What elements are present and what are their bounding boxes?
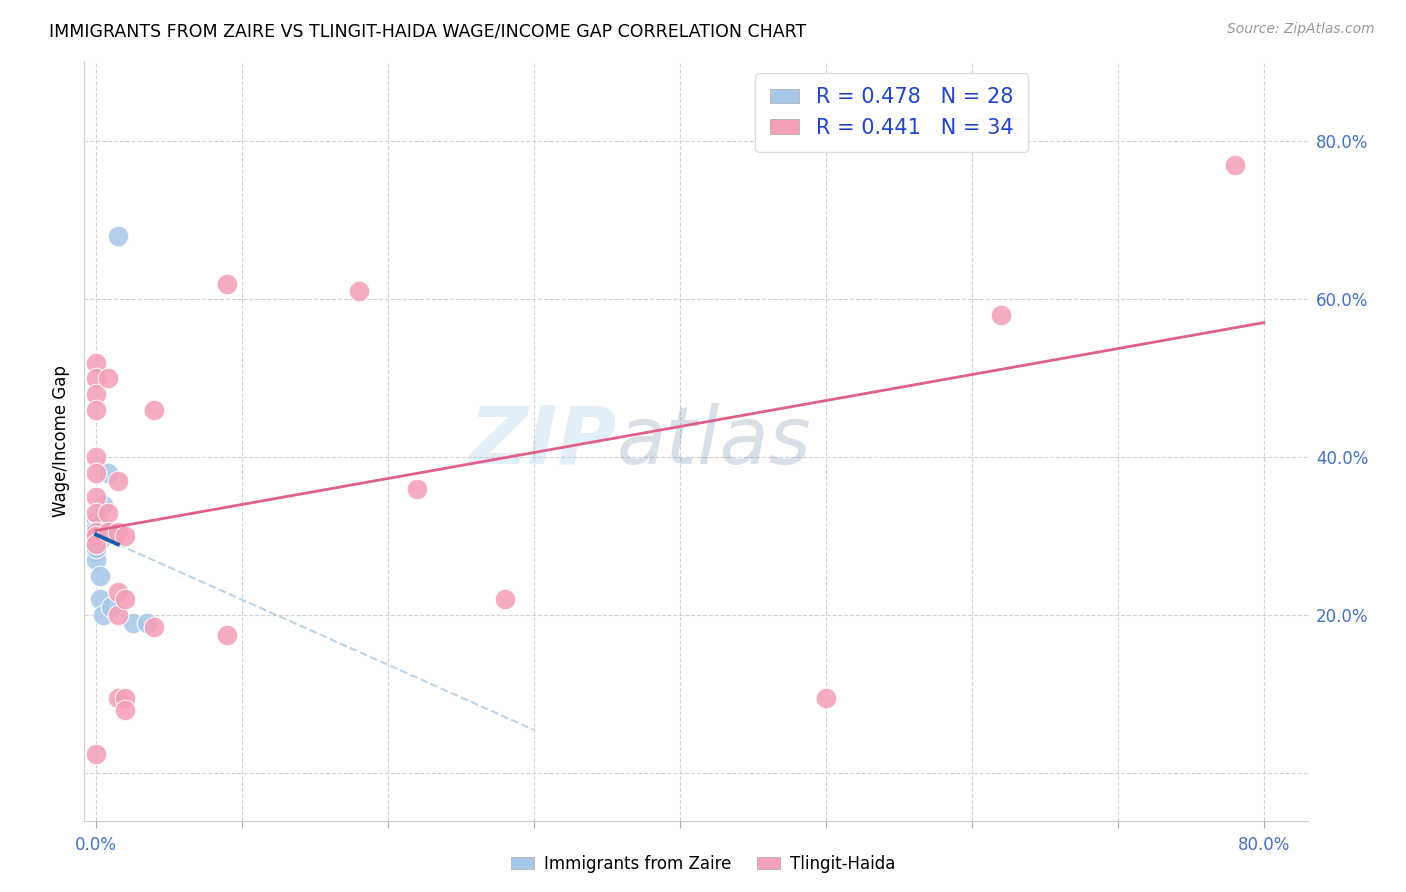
Point [89,592,111,607]
Point [121,616,143,631]
Point [406,482,429,496]
Point [89,533,111,548]
Point [89,529,111,543]
Text: ZIP: ZIP [470,402,616,481]
Point [114,592,136,607]
Point [107,691,129,706]
Point [97,525,120,540]
Point [143,620,166,634]
Point [84,537,107,551]
Point [97,466,120,480]
Point [84,466,107,480]
Point [84,506,107,520]
Point [84,521,107,535]
Point [84,537,107,551]
Point [1223,158,1246,172]
Point [84,525,107,540]
Point [84,355,107,369]
Point [84,521,107,535]
Point [84,533,107,548]
Point [143,403,166,417]
Text: Source: ZipAtlas.com: Source: ZipAtlas.com [1227,22,1375,37]
Point [107,229,129,244]
Point [217,277,239,291]
Point [136,616,159,631]
Point [84,525,107,540]
Text: atlas: atlas [616,402,811,481]
Point [84,514,107,528]
Point [84,450,107,465]
Point [84,541,107,556]
Point [84,545,107,559]
Legend: Immigrants from Zaire, Tlingit-Haida: Immigrants from Zaire, Tlingit-Haida [505,848,901,880]
Point [84,403,107,417]
Y-axis label: Wage/Income Gap: Wage/Income Gap [52,366,70,517]
Point [84,387,107,401]
Point [107,474,129,488]
Point [114,529,136,543]
Point [84,529,107,543]
Legend: R = 0.478   N = 28, R = 0.441   N = 34: R = 0.478 N = 28, R = 0.441 N = 34 [755,73,1028,153]
Point [89,569,111,583]
Point [84,529,107,543]
Point [494,592,516,607]
Point [89,525,111,540]
Point [107,525,129,540]
Point [814,691,837,706]
Point [114,703,136,717]
Point [91,521,114,535]
Point [990,308,1012,322]
Point [217,628,239,642]
Point [84,490,107,504]
Point [84,533,107,548]
Point [84,517,107,532]
Point [91,608,114,623]
Point [107,608,129,623]
Point [84,371,107,385]
Point [100,600,122,615]
Point [91,498,114,512]
Point [84,747,107,761]
Point [347,285,370,299]
Text: IMMIGRANTS FROM ZAIRE VS TLINGIT-HAIDA WAGE/INCOME GAP CORRELATION CHART: IMMIGRANTS FROM ZAIRE VS TLINGIT-HAIDA W… [49,22,807,40]
Point [89,517,111,532]
Point [114,691,136,706]
Point [107,584,129,599]
Point [97,506,120,520]
Point [97,371,120,385]
Point [84,541,107,556]
Point [84,553,107,567]
Point [97,525,120,540]
